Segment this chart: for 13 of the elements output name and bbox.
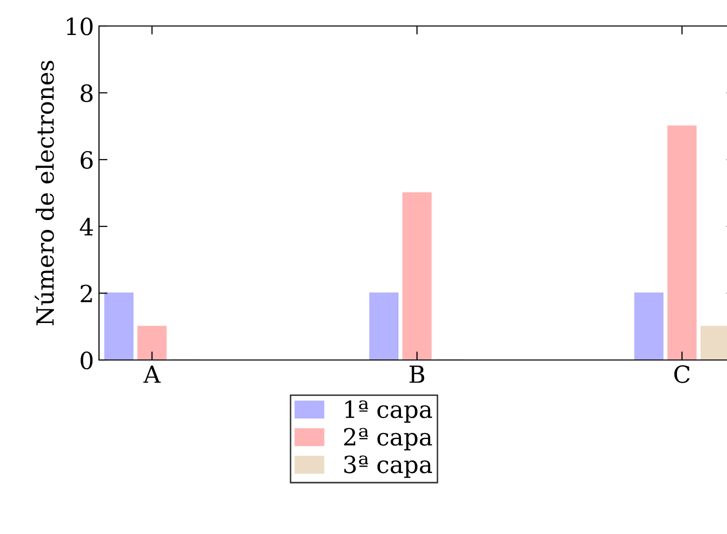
y-tick-label: 6 <box>80 151 93 169</box>
x-tick-label: B <box>410 366 424 383</box>
y-tick-label: 2 <box>80 284 92 302</box>
y-axis-title: Número de electrones <box>34 60 54 326</box>
y-tick-label: 10 <box>66 17 93 36</box>
x-tick-label: A <box>143 366 161 383</box>
y-tick-label: 0 <box>80 351 93 370</box>
legend-label: 1ª capa <box>345 400 432 423</box>
legend-label: 2ª capa <box>344 428 432 450</box>
x-tick-label: C <box>674 365 690 384</box>
legend-label: 3ª capa <box>344 455 432 478</box>
y-tick-label: 8 <box>80 84 93 102</box>
y-tick-label: 4 <box>80 218 93 236</box>
